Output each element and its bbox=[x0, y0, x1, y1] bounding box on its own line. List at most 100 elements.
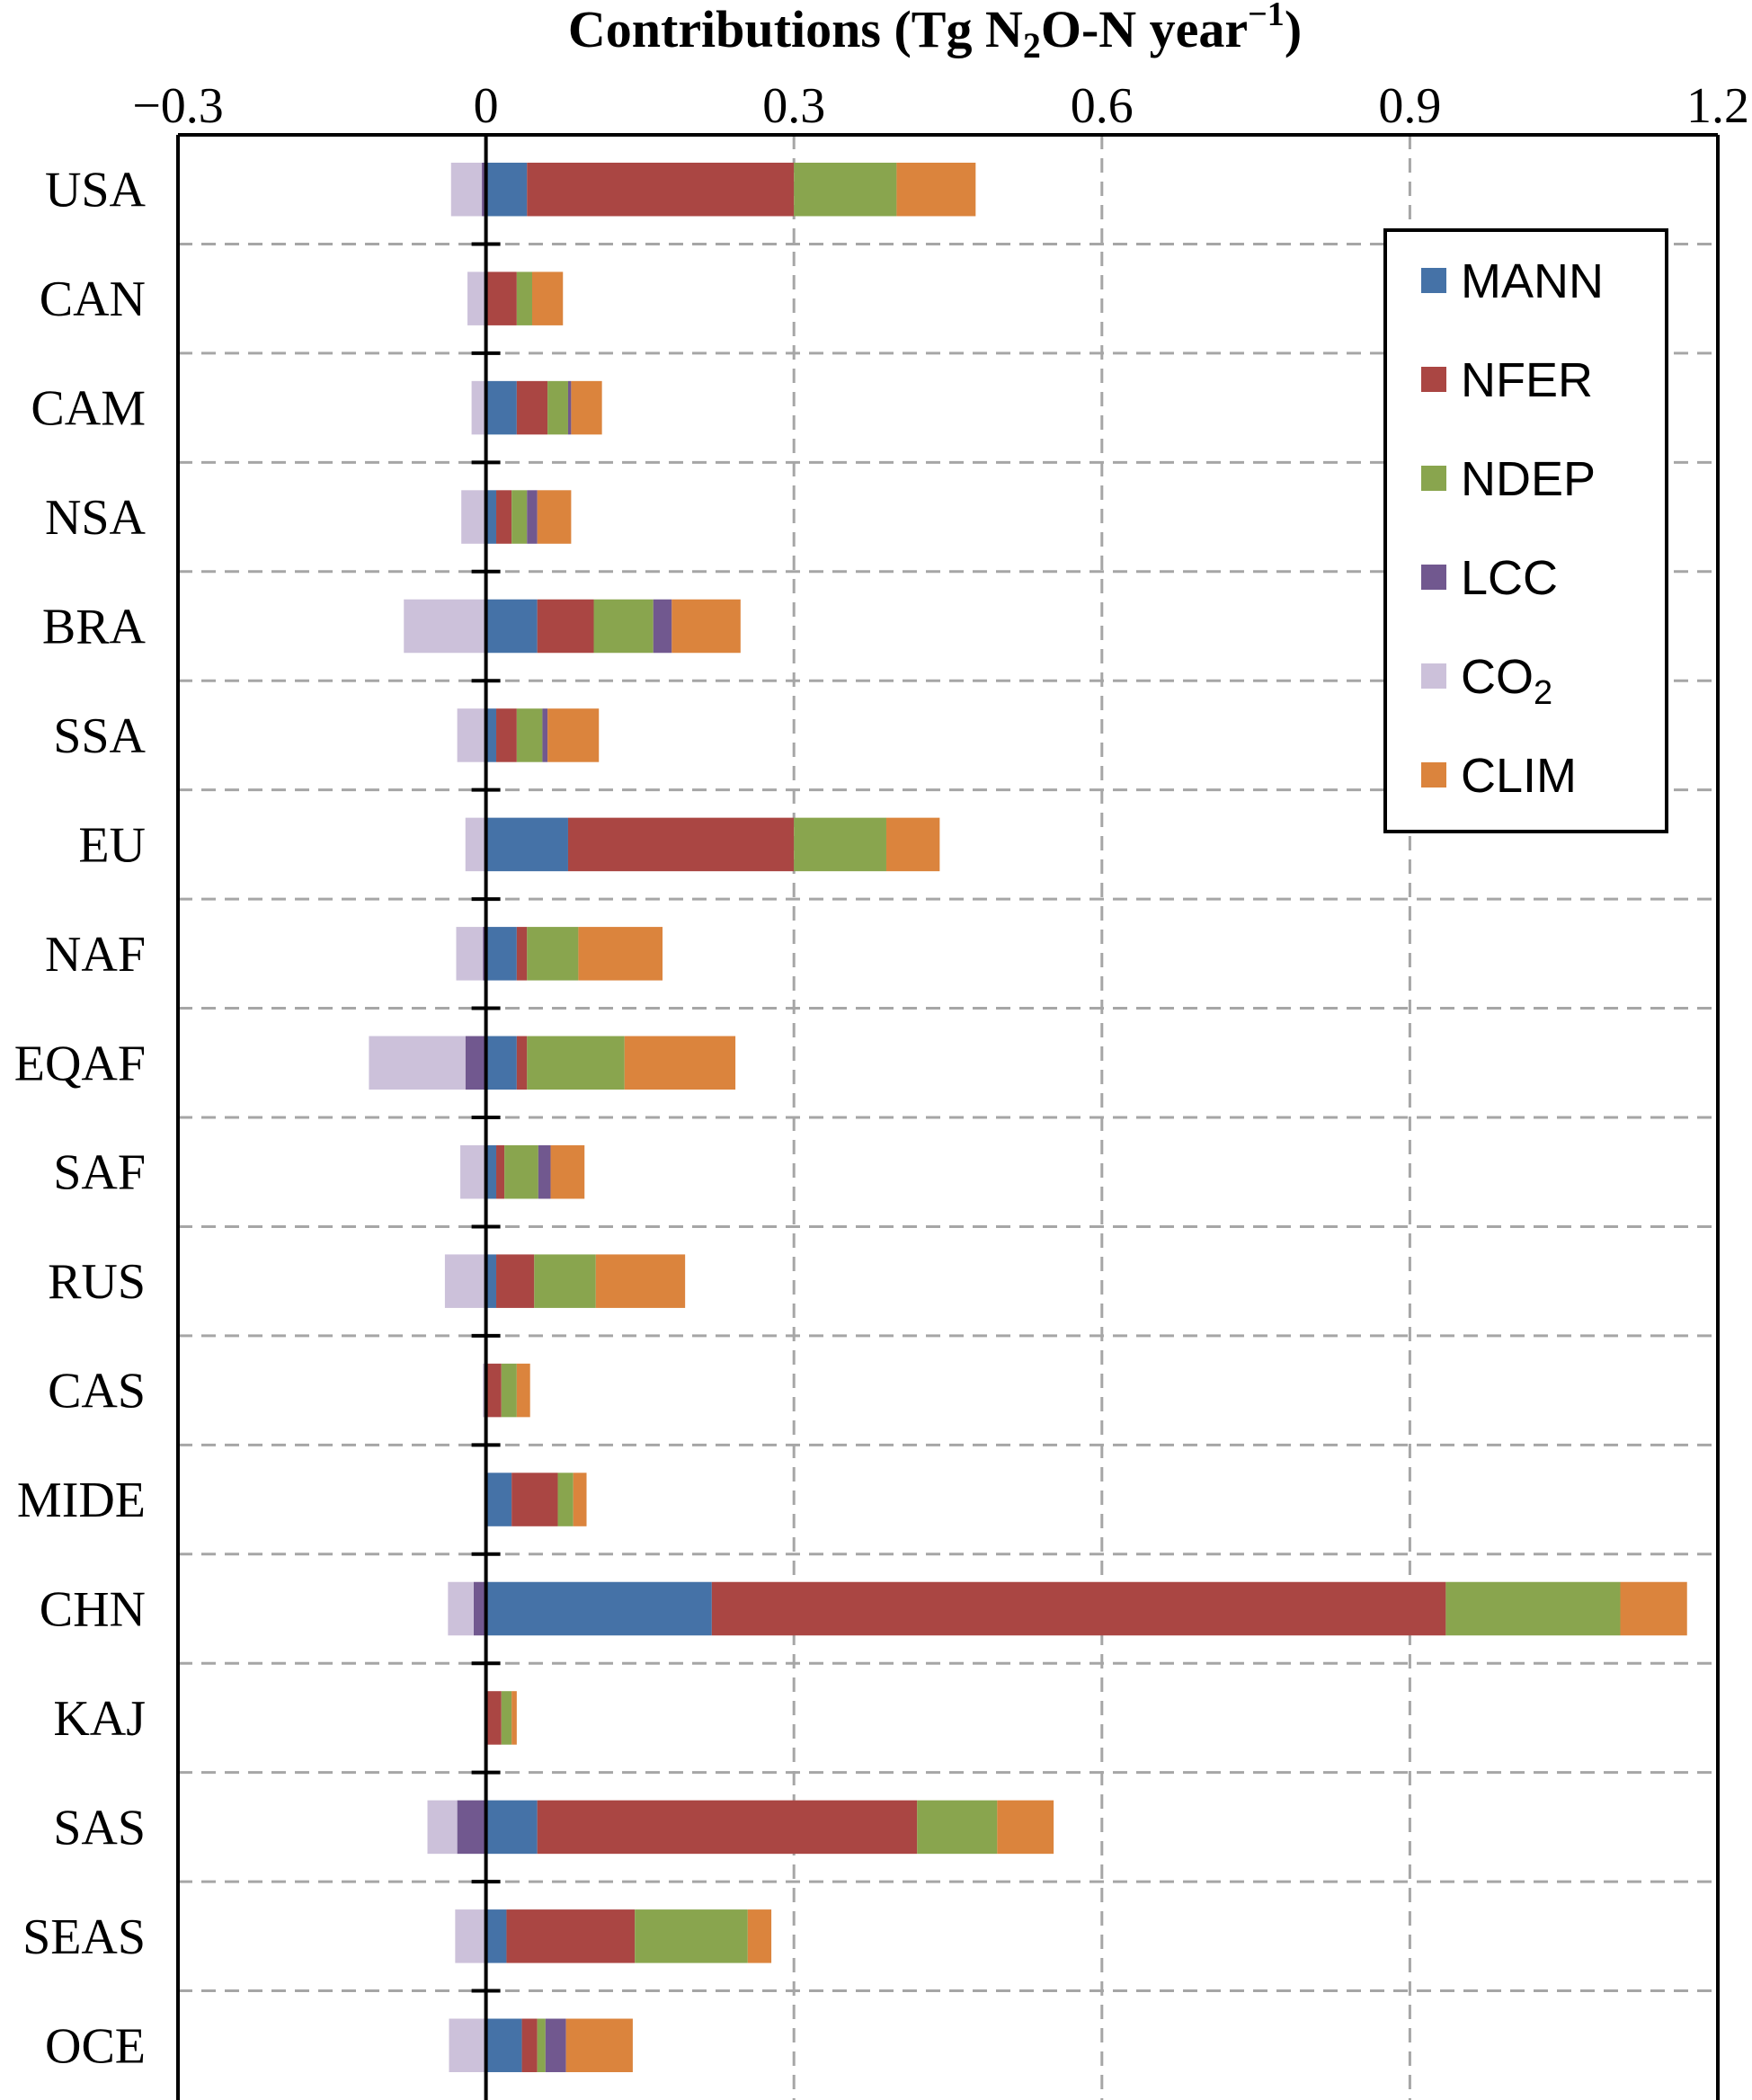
bar-segment bbox=[537, 2018, 546, 2073]
category-label: MIDE bbox=[17, 1473, 146, 1528]
bar-segment bbox=[485, 2018, 522, 2073]
bar-segment bbox=[997, 1800, 1054, 1855]
bar-segment bbox=[573, 1473, 587, 1526]
bar-segment bbox=[516, 1036, 528, 1090]
bar-segment bbox=[455, 1909, 486, 1963]
bar-segment bbox=[593, 599, 654, 654]
chart-title: Contributions (Tg N2O-N year−1) bbox=[568, 0, 1302, 66]
bar-segment bbox=[485, 1254, 497, 1308]
bar-segment bbox=[485, 817, 568, 872]
bar-segment bbox=[485, 1363, 502, 1418]
category-label: BRA bbox=[42, 600, 147, 655]
legend-box bbox=[1383, 228, 1668, 833]
bar-segment bbox=[448, 1581, 474, 1636]
bar-segment bbox=[516, 1363, 530, 1418]
bar-segment bbox=[485, 599, 538, 654]
bar-segment bbox=[527, 490, 538, 544]
legend-label: NFER bbox=[1461, 353, 1593, 407]
bar-segment bbox=[511, 1473, 558, 1526]
category-label: SAS bbox=[53, 1800, 146, 1855]
bar-segment bbox=[404, 599, 486, 654]
bar-segment bbox=[571, 380, 602, 435]
bar-segment bbox=[485, 1473, 512, 1526]
bar-segment bbox=[473, 1581, 486, 1636]
bar-segment bbox=[444, 1254, 486, 1308]
legend-swatch bbox=[1421, 565, 1446, 590]
bar-segment bbox=[896, 162, 976, 217]
bar-segment bbox=[527, 162, 795, 217]
bar-segment bbox=[511, 1691, 517, 1745]
category-label: EQAF bbox=[14, 1036, 146, 1091]
category-label: SEAS bbox=[22, 1909, 146, 1965]
bar-segment bbox=[917, 1800, 998, 1855]
bar-segment bbox=[485, 1691, 502, 1745]
category-label: SAF bbox=[53, 1145, 146, 1201]
bar-segment bbox=[471, 380, 486, 435]
category-label: CAM bbox=[31, 381, 146, 437]
bar-segment bbox=[482, 162, 486, 217]
labels-layer: USA CAN CAM NSA BRA SSA EU NAF EQAF SAF RUS CAS MIDE… bbox=[14, 78, 1749, 2074]
bar-segment bbox=[485, 927, 517, 981]
bar-segment bbox=[450, 162, 483, 217]
legend-label: MANN bbox=[1461, 254, 1604, 308]
bar-segment bbox=[885, 817, 940, 872]
bar-segment bbox=[516, 708, 543, 762]
bar-segment bbox=[537, 599, 594, 654]
bar-segment bbox=[557, 1473, 574, 1526]
bar-segment bbox=[485, 1581, 712, 1636]
bar-segment bbox=[635, 1909, 748, 1963]
bar-segment bbox=[537, 1800, 918, 1855]
bar-segment bbox=[527, 927, 579, 981]
bar-segment bbox=[545, 2018, 566, 2073]
bar-segment bbox=[496, 1144, 505, 1199]
category-label: KAJ bbox=[53, 1691, 146, 1747]
bar-segment bbox=[537, 490, 572, 544]
x-tick-label: 0.9 bbox=[1378, 78, 1441, 134]
bar-segment bbox=[511, 490, 528, 544]
bar-segment bbox=[485, 271, 517, 325]
bar-segment bbox=[527, 1036, 625, 1090]
bar-segment bbox=[747, 1909, 772, 1963]
legend-swatch bbox=[1421, 268, 1446, 293]
bar-segment bbox=[547, 708, 600, 762]
bar-segment bbox=[595, 1254, 686, 1308]
bar-segment bbox=[504, 1144, 538, 1199]
bar-segment bbox=[501, 1691, 512, 1745]
bar-segment bbox=[534, 1254, 596, 1308]
bar-segment bbox=[485, 162, 528, 217]
legend-swatch bbox=[1421, 367, 1446, 392]
bar-segment bbox=[538, 1144, 551, 1199]
legend-swatch bbox=[1421, 762, 1446, 788]
bar-segment bbox=[496, 708, 517, 762]
bar-segment bbox=[521, 2018, 538, 2073]
bar-segment bbox=[542, 708, 548, 762]
category-label: OCE bbox=[45, 2018, 146, 2074]
legend-label: CO2 bbox=[1461, 650, 1552, 712]
bar-segment bbox=[516, 271, 532, 325]
bar-segment bbox=[457, 1800, 486, 1855]
bar-segment bbox=[485, 380, 517, 435]
bar-segment bbox=[578, 927, 663, 981]
category-label: NSA bbox=[45, 490, 147, 546]
category-label: NAF bbox=[45, 927, 146, 983]
bar-segment bbox=[1445, 1581, 1621, 1636]
category-label: CAS bbox=[48, 1364, 146, 1419]
bar-segment bbox=[794, 162, 897, 217]
bar-segment bbox=[531, 271, 564, 325]
bar-segment bbox=[516, 927, 528, 981]
bar-segment bbox=[465, 1036, 486, 1090]
legend-swatch bbox=[1421, 466, 1446, 491]
bar-segment bbox=[467, 271, 486, 325]
bar-segment bbox=[485, 1144, 497, 1199]
x-tick-label: −0.3 bbox=[132, 78, 224, 134]
bar-segment bbox=[465, 817, 486, 872]
bar-segment bbox=[496, 1254, 535, 1308]
bar-segment bbox=[427, 1800, 458, 1855]
legend: MANN NFER NDEP LCC CO2 CLIM bbox=[1383, 228, 1668, 833]
bar-segment bbox=[485, 1800, 538, 1855]
bar-segment bbox=[1620, 1581, 1687, 1636]
bar-segment bbox=[550, 1144, 585, 1199]
category-label: SSA bbox=[53, 708, 146, 764]
